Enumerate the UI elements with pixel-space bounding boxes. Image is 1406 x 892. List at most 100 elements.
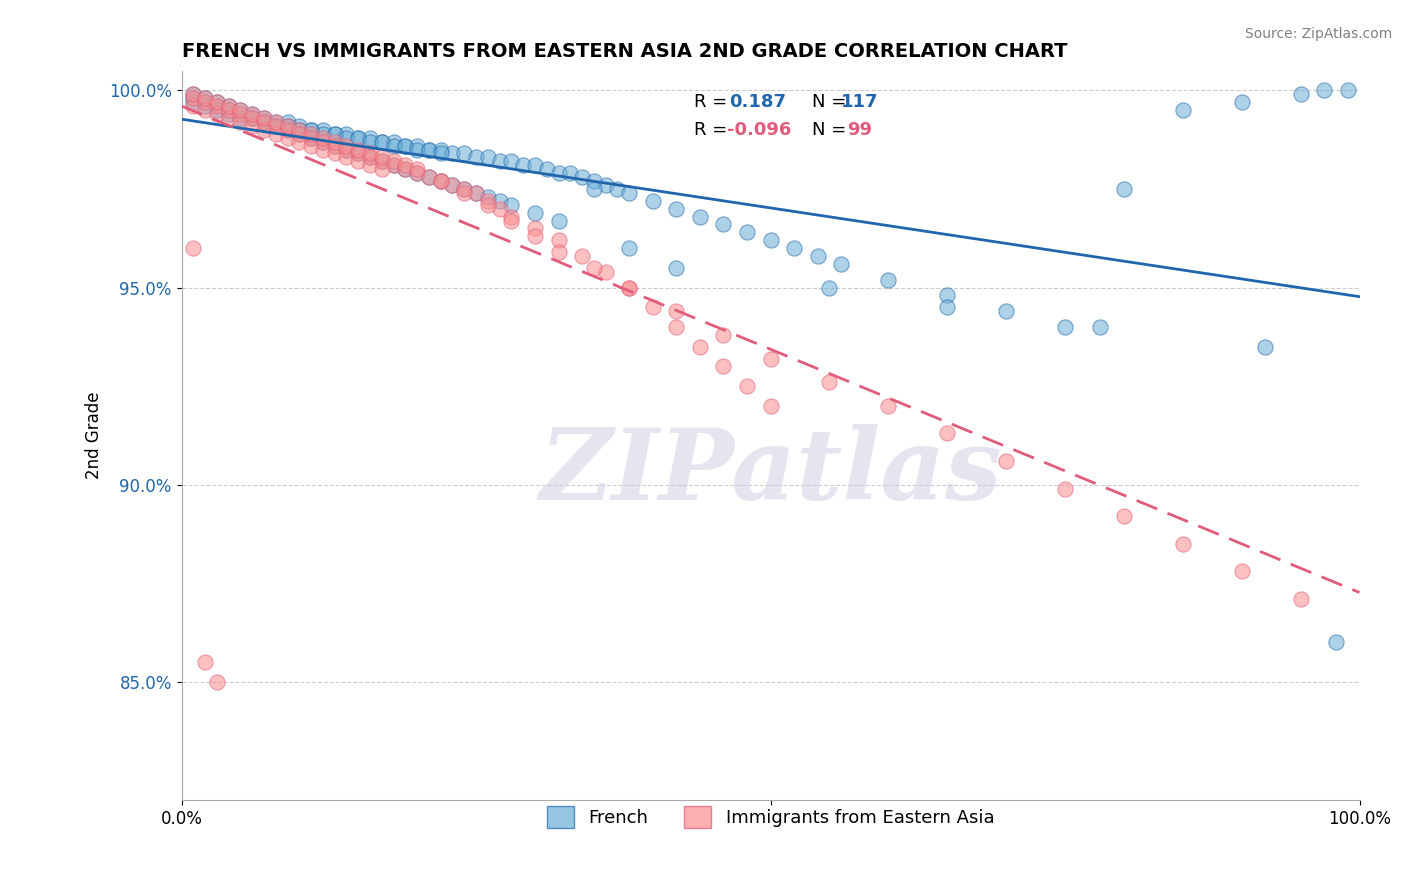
Point: [264, 115, 287, 129]
Point: [194, 103, 217, 117]
Point: [619, 280, 641, 294]
Point: [560, 166, 582, 180]
Point: [995, 304, 1018, 318]
Point: [1230, 95, 1253, 110]
Point: [347, 146, 370, 161]
Point: [288, 127, 311, 141]
Point: [406, 166, 429, 180]
Point: [418, 170, 440, 185]
Text: ZIPatlas: ZIPatlas: [540, 424, 1001, 520]
Point: [818, 375, 841, 389]
Point: [382, 154, 405, 169]
Point: [183, 95, 205, 110]
Point: [1090, 320, 1112, 334]
Point: [759, 399, 782, 413]
Point: [183, 87, 205, 102]
Point: [665, 304, 688, 318]
Point: [547, 213, 569, 227]
Point: [619, 241, 641, 255]
Point: [1289, 592, 1312, 607]
Point: [429, 174, 451, 188]
Point: [299, 123, 322, 137]
Point: [1053, 320, 1076, 334]
Point: [312, 123, 335, 137]
Point: [735, 379, 758, 393]
Point: [194, 95, 217, 110]
Point: [264, 119, 287, 133]
Point: [477, 190, 499, 204]
Point: [995, 454, 1018, 468]
Point: [218, 103, 240, 117]
Point: [1337, 83, 1360, 97]
Point: [582, 174, 605, 188]
Point: [713, 327, 735, 342]
Point: [465, 186, 488, 200]
Point: [1171, 103, 1194, 117]
Point: [783, 241, 806, 255]
Point: [359, 130, 381, 145]
Point: [264, 119, 287, 133]
Point: [477, 150, 499, 164]
Point: [347, 130, 370, 145]
Point: [218, 107, 240, 121]
Point: [429, 143, 451, 157]
Point: [394, 162, 416, 177]
Point: [877, 399, 900, 413]
Point: [453, 182, 475, 196]
Point: [371, 154, 394, 169]
Text: R =: R =: [695, 120, 727, 139]
Point: [501, 154, 523, 169]
Point: [1230, 565, 1253, 579]
Point: [359, 135, 381, 149]
Point: [335, 138, 357, 153]
Text: 0.187: 0.187: [730, 93, 786, 112]
Point: [359, 150, 381, 164]
Point: [406, 162, 429, 177]
Point: [488, 202, 510, 216]
Point: [359, 150, 381, 164]
Point: [288, 119, 311, 133]
Point: [253, 115, 276, 129]
Point: [312, 135, 335, 149]
Point: [382, 158, 405, 172]
Point: [429, 174, 451, 188]
Point: [1289, 87, 1312, 102]
Point: [323, 146, 346, 161]
Point: [488, 194, 510, 208]
Point: [713, 359, 735, 374]
Point: [205, 103, 228, 117]
Point: [288, 123, 311, 137]
Point: [183, 99, 205, 113]
Point: [312, 143, 335, 157]
Point: [183, 91, 205, 105]
Point: [218, 111, 240, 125]
Text: Source: ZipAtlas.com: Source: ZipAtlas.com: [1244, 27, 1392, 41]
Point: [371, 150, 394, 164]
Point: [335, 150, 357, 164]
Point: [240, 111, 263, 125]
Point: [936, 288, 959, 302]
Point: [1313, 83, 1336, 97]
Point: [571, 249, 593, 263]
Point: [382, 138, 405, 153]
Point: [323, 135, 346, 149]
Point: [429, 146, 451, 161]
Point: [818, 280, 841, 294]
Point: [371, 162, 394, 177]
Point: [253, 111, 276, 125]
Text: R =: R =: [695, 93, 727, 112]
Point: [689, 210, 711, 224]
Point: [477, 198, 499, 212]
Point: [501, 213, 523, 227]
Point: [240, 107, 263, 121]
Point: [183, 241, 205, 255]
Point: [205, 99, 228, 113]
Point: [205, 674, 228, 689]
Point: [429, 174, 451, 188]
Point: [288, 123, 311, 137]
Point: [641, 194, 664, 208]
Point: [547, 233, 569, 247]
Point: [240, 111, 263, 125]
Point: [394, 162, 416, 177]
Point: [299, 130, 322, 145]
